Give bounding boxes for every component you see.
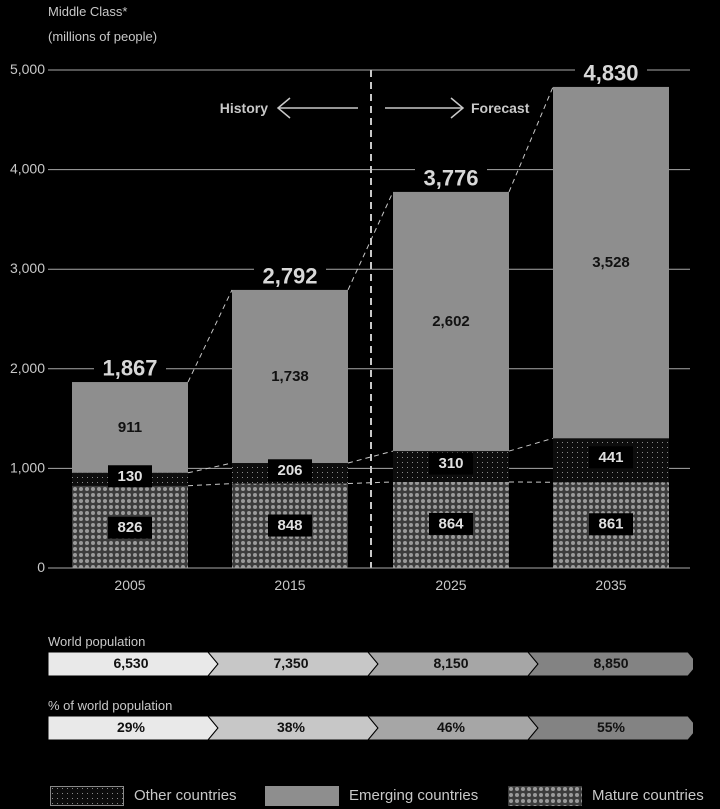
y-tick-label: 5,000 (10, 61, 45, 77)
value-label-mature: 826 (117, 519, 142, 536)
value-box-other (268, 459, 312, 482)
world-share-arrow-1 (207, 716, 379, 740)
legend-label-mature: Mature countries (592, 787, 704, 804)
connector-mature (347, 481, 394, 485)
y-tick-label: 4,000 (10, 161, 45, 177)
world-share-label: % of world population (48, 698, 173, 713)
total-label: 4,830 (583, 60, 638, 85)
x-tick-label: 2025 (435, 577, 466, 593)
connector-other (508, 437, 554, 452)
value-label-mature: 861 (598, 516, 623, 533)
y-tick-label: 2,000 (10, 360, 45, 376)
value-label-mature: 864 (438, 515, 464, 532)
world-population-value: 8,150 (433, 655, 469, 671)
connector-total (187, 289, 233, 383)
value-label-emerging: 1,738 (271, 368, 309, 385)
connector-total (508, 86, 554, 193)
value-label-other: 206 (277, 462, 302, 479)
value-label-other: 441 (598, 449, 623, 466)
world-share-value: 55% (596, 719, 626, 735)
value-box-mature (429, 512, 473, 535)
value-box-mature (108, 516, 152, 539)
legend-swatch-mature (508, 786, 582, 806)
total-box (94, 355, 166, 382)
history-label: History (220, 100, 268, 116)
world-population-arrow-3 (527, 652, 693, 676)
world-population-arrows (48, 652, 693, 676)
world-share-arrow-2 (367, 716, 539, 740)
total-label: 2,792 (262, 263, 317, 288)
world-share-value: 38% (276, 719, 306, 735)
y-tick-label: 1,000 (10, 459, 45, 475)
total-box (575, 59, 647, 86)
world-population-arrow-1 (207, 652, 379, 676)
value-box-mature (268, 514, 312, 537)
value-box-other (108, 465, 152, 488)
world-population-arrow-2 (367, 652, 539, 676)
world-population-value: 6,530 (113, 655, 149, 671)
bar-segment-emerging (393, 191, 509, 452)
x-tick-label: 2005 (114, 577, 145, 593)
value-box-other (429, 452, 473, 475)
legend-swatch-emerging (265, 786, 339, 806)
forecast-arrow-head (450, 97, 465, 119)
total-box (254, 262, 326, 289)
y-axis-unit: (millions of people) (48, 29, 158, 44)
y-tick-label: 3,000 (10, 260, 45, 276)
value-label-emerging: 2,602 (432, 313, 470, 330)
world-share-arrows (48, 716, 693, 740)
world-share-value: 46% (436, 719, 466, 735)
y-tick-label: 0 (37, 559, 45, 575)
forecast-label: Forecast (471, 100, 530, 116)
world-share-value: 29% (116, 719, 146, 735)
world-population-value: 7,350 (273, 655, 309, 671)
value-label-emerging: 3,528 (592, 254, 630, 271)
y-axis-title: Middle Class* (48, 4, 128, 19)
legend-label-emerging: Emerging countries (349, 787, 479, 804)
legend-label-other: Other countries (134, 787, 237, 804)
value-box-other (589, 446, 633, 469)
connector-mature (187, 483, 233, 487)
total-box (415, 164, 487, 191)
x-tick-label: 2035 (595, 577, 626, 593)
bar-segment-emerging (553, 86, 669, 439)
bar-segment-emerging (72, 382, 188, 473)
value-box-mature (589, 513, 633, 536)
value-label-other: 130 (117, 468, 142, 485)
total-label: 3,776 (423, 165, 478, 190)
value-label-other: 310 (438, 455, 463, 472)
connector-other (347, 450, 394, 464)
connector-other (187, 462, 233, 474)
world-population-label: World population (48, 634, 146, 649)
bar-segment-emerging (232, 289, 348, 464)
x-tick-label: 2015 (274, 577, 305, 593)
stacked-bar-chart: 0 1,000 2,000 3,000 4,000 5,000 826 130 911 1,867… (10, 59, 690, 593)
legend-swatch-other (50, 786, 124, 806)
world-share-arrow-3 (527, 716, 693, 740)
history-arrow-head (276, 97, 291, 119)
value-label-emerging: 911 (118, 419, 142, 436)
total-label: 1,867 (102, 356, 157, 381)
world-population-value: 8,850 (593, 655, 629, 671)
value-label-mature: 848 (277, 517, 302, 534)
